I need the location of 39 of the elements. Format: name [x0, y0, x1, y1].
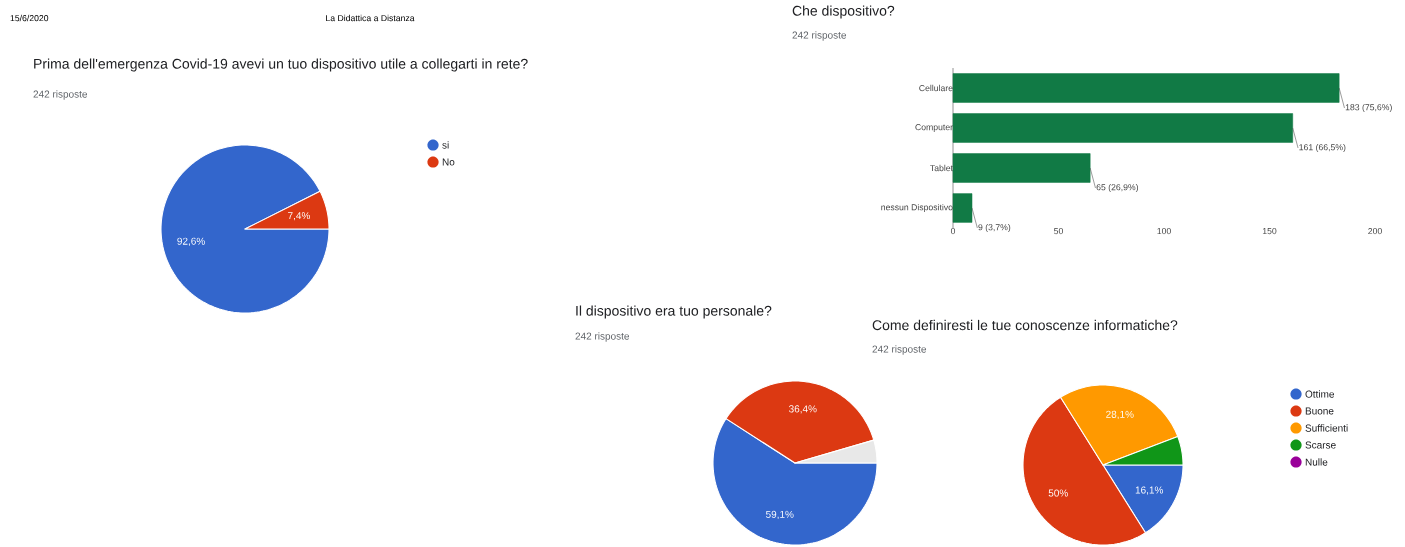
data-label: 92,6%: [177, 237, 205, 246]
data-label: 16,1%: [1135, 486, 1164, 495]
legend-label: Nulle: [1305, 458, 1328, 466]
data-label: 36,4%: [789, 405, 817, 414]
data-label: 183 (75,6%): [1345, 103, 1392, 113]
x-tick-label: 200: [1368, 228, 1382, 235]
text: 242 risposte: [575, 332, 630, 342]
y-tick-label: Computer: [915, 124, 953, 132]
data-label: 9 (3,7%): [978, 223, 1011, 233]
legend-label: Scarse: [1305, 441, 1336, 449]
legend-label: si: [442, 141, 449, 149]
legend-label: Ottime: [1305, 390, 1335, 398]
legend-label: Buone: [1305, 407, 1334, 415]
x-tick-label: 100: [1157, 228, 1171, 235]
y-tick-label: nessun Dispositivo: [881, 203, 953, 213]
chart-title: Il dispositivo era tuo personale?: [576, 305, 772, 319]
chart-title: Prima dell'emergenza Covid-19 avevi un tuo dispositivo utile a collegarti in rete?: [34, 58, 528, 72]
x-tick-label: 0: [950, 228, 956, 235]
bar: [952, 193, 973, 223]
text: La Didattica a Distanza: [326, 14, 415, 22]
data-label: 65 (26,9%): [1096, 183, 1138, 193]
data-label: 7,4%: [288, 212, 310, 221]
data-label: 59,1%: [765, 510, 794, 520]
chart-title: Come definiresti le tue conoscenze informatiche?: [872, 319, 1178, 331]
x-tick-label: 150: [1262, 228, 1277, 235]
bar: [952, 73, 1340, 103]
bar: [952, 153, 1091, 183]
data-label: 50%: [1048, 489, 1068, 497]
chart-title: Che dispositivo?: [792, 5, 895, 19]
text: 242 risposte: [872, 345, 927, 355]
x-tick-label: 50: [1054, 228, 1063, 235]
bar: [952, 113, 1293, 143]
data-label: 161 (66,5%): [1299, 143, 1346, 153]
text: 242 risposte: [33, 90, 88, 100]
text: 15/6/2020: [10, 14, 49, 22]
legend-label: No: [442, 158, 455, 166]
data-label: 28,1%: [1106, 410, 1134, 420]
text: 242 risposte: [792, 31, 847, 41]
legend-label: Sufficienti: [1305, 424, 1348, 432]
